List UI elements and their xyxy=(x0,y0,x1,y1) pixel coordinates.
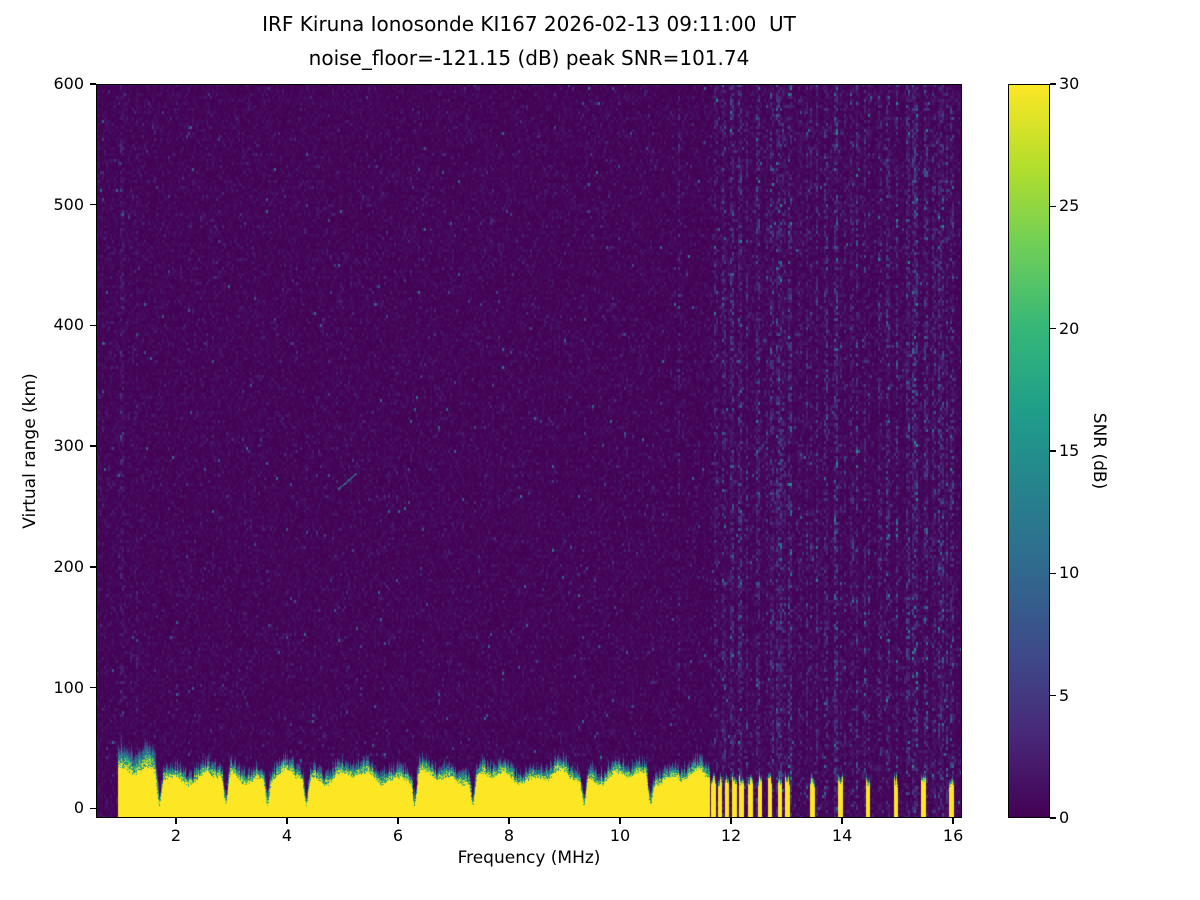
colorbar-tick-label: 0 xyxy=(1059,808,1070,827)
x-tick-label: 4 xyxy=(281,826,293,845)
colorbar-tick-mark xyxy=(1050,817,1056,819)
colorbar-gradient xyxy=(1008,84,1050,818)
x-tick-mark xyxy=(730,818,732,824)
x-tick-mark xyxy=(952,818,954,824)
y-tick-label: 400 xyxy=(53,315,84,335)
y-tick-label: 100 xyxy=(53,677,84,697)
x-tick-label: 12 xyxy=(720,826,742,845)
x-tick-mark xyxy=(397,818,399,824)
x-tick-mark xyxy=(841,818,843,824)
colorbar-tick-label: 5 xyxy=(1059,685,1070,705)
y-tick-label: 200 xyxy=(53,556,84,576)
x-tick-label: 16 xyxy=(942,826,964,845)
colorbar-tick-mark xyxy=(1050,450,1056,452)
colorbar-tick-mark xyxy=(1050,694,1056,697)
x-tick-mark xyxy=(508,818,510,824)
y-tick-mark xyxy=(90,203,96,206)
y-tick-label: 500 xyxy=(53,194,84,214)
y-tick-label: 0 xyxy=(73,798,84,818)
colorbar-tick-label: 20 xyxy=(1059,318,1080,338)
x-tick-mark xyxy=(286,818,288,824)
colorbar-tick-mark xyxy=(1050,83,1056,85)
colorbar-tick-mark xyxy=(1050,327,1056,330)
y-tick-mark xyxy=(90,83,96,85)
x-tick-label: 8 xyxy=(503,826,515,845)
y-tick-label: 600 xyxy=(53,74,84,93)
ionogram-heatmap xyxy=(96,84,962,818)
x-tick-label: 2 xyxy=(170,826,182,845)
x-axis-label: Frequency (MHz) xyxy=(457,848,601,868)
y-tick-label: 300 xyxy=(53,436,84,456)
x-tick-mark xyxy=(175,818,177,824)
y-tick-mark xyxy=(90,445,96,447)
colorbar-tick-label: 30 xyxy=(1059,74,1080,93)
colorbar-tick-mark xyxy=(1050,205,1056,208)
y-tick-mark xyxy=(90,566,96,568)
colorbar-tick-label: 10 xyxy=(1059,563,1080,583)
chart-subtitle: noise_floor=-121.15 (dB) peak SNR=101.74 xyxy=(308,46,750,70)
y-axis-label: Virtual range (km) xyxy=(20,373,40,529)
colorbar-tick-label: 15 xyxy=(1059,441,1080,460)
y-tick-mark xyxy=(90,324,96,327)
y-tick-mark xyxy=(90,807,96,810)
x-tick-label: 14 xyxy=(831,826,853,845)
x-tick-label: 10 xyxy=(609,826,631,845)
x-tick-label: 6 xyxy=(392,826,404,845)
colorbar-tick-mark xyxy=(1050,572,1056,575)
colorbar-tick-label: 25 xyxy=(1059,196,1080,216)
y-tick-mark xyxy=(90,686,96,689)
chart-title: IRF Kiruna Ionosonde KI167 2026-02-13 09… xyxy=(262,12,796,36)
x-tick-mark xyxy=(619,818,621,824)
